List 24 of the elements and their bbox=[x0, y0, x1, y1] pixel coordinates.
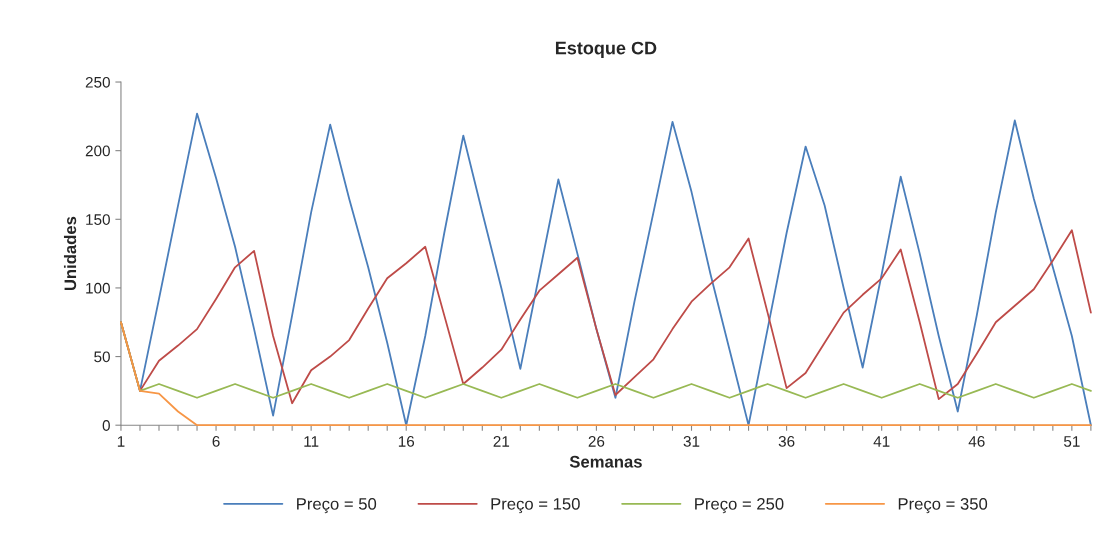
x-tick-label: 21 bbox=[493, 436, 510, 447]
y-tick-label: 50 bbox=[94, 351, 110, 363]
y-tick-label: 200 bbox=[85, 145, 110, 157]
y-tick-label: 150 bbox=[86, 214, 110, 225]
y-tick-label: 100 bbox=[86, 282, 110, 294]
chart-title: Estoque CD bbox=[555, 41, 657, 58]
legend-label: Preço = 50 bbox=[297, 497, 377, 514]
legend-label: Preço = 250 bbox=[695, 497, 784, 514]
x-tick-label: 41 bbox=[873, 436, 890, 447]
y-tick-label: 0 bbox=[102, 420, 110, 431]
y-tick-label: 250 bbox=[85, 76, 110, 88]
x-tick-label: 36 bbox=[778, 436, 795, 447]
x-tick-label: 51 bbox=[1063, 436, 1080, 447]
x-tick-label: 6 bbox=[212, 436, 220, 447]
x-tick-label: 11 bbox=[304, 436, 319, 447]
legend-label: Preço = 350 bbox=[898, 497, 988, 514]
x-tick-label: 31 bbox=[683, 436, 700, 447]
x-tick-label: 1 bbox=[117, 436, 125, 447]
x-axis-title: Semanas bbox=[569, 455, 642, 468]
x-tick-label: 26 bbox=[588, 436, 605, 447]
x-tick-label: 46 bbox=[968, 436, 985, 447]
legend-label: Preço = 150 bbox=[491, 497, 580, 514]
y-axis-title: Unidades bbox=[63, 216, 77, 291]
x-tick-label: 16 bbox=[398, 436, 415, 447]
